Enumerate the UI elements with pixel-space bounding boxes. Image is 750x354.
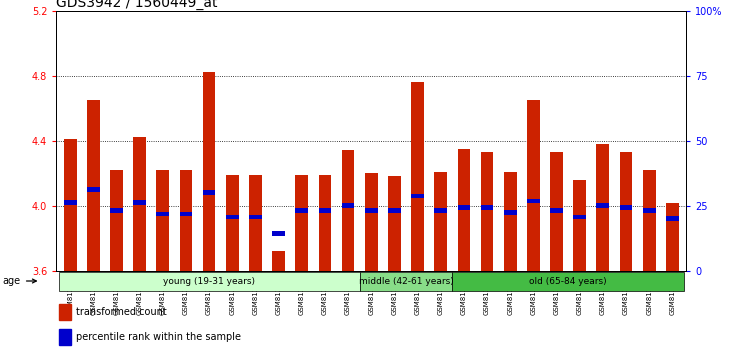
Bar: [388, 177, 400, 271]
Text: transformed count: transformed count: [76, 307, 166, 317]
Bar: [134, 200, 146, 205]
Bar: [573, 215, 586, 219]
Bar: [452, 272, 684, 291]
Bar: [643, 208, 656, 213]
Bar: [87, 100, 100, 271]
Bar: [411, 82, 424, 271]
Bar: [58, 272, 360, 291]
Bar: [319, 208, 332, 213]
Bar: [550, 208, 563, 213]
Bar: [64, 139, 76, 271]
Bar: [272, 251, 285, 271]
Bar: [202, 73, 215, 271]
Bar: [596, 144, 609, 271]
Bar: [157, 212, 170, 216]
Bar: [504, 210, 517, 215]
Bar: [434, 208, 447, 213]
Bar: [365, 208, 377, 213]
Bar: [179, 212, 192, 216]
Bar: [249, 215, 262, 219]
Text: old (65-84 years): old (65-84 years): [530, 276, 607, 286]
Bar: [573, 180, 586, 271]
Bar: [179, 170, 192, 271]
Bar: [64, 200, 76, 205]
Bar: [110, 208, 123, 213]
Bar: [666, 202, 679, 271]
Bar: [504, 172, 517, 271]
Bar: [388, 208, 400, 213]
Text: young (19-31 years): young (19-31 years): [163, 276, 255, 286]
Bar: [319, 175, 332, 271]
Text: age: age: [3, 276, 36, 286]
Bar: [249, 175, 262, 271]
Bar: [59, 304, 70, 320]
Bar: [550, 152, 563, 271]
Bar: [134, 137, 146, 271]
Bar: [202, 190, 215, 195]
Bar: [666, 216, 679, 221]
Text: GDS3942 / 1560449_at: GDS3942 / 1560449_at: [56, 0, 217, 10]
Bar: [458, 149, 470, 271]
Bar: [272, 231, 285, 236]
Text: middle (42-61 years): middle (42-61 years): [358, 276, 453, 286]
Bar: [481, 205, 494, 210]
Bar: [157, 170, 170, 271]
Bar: [620, 205, 632, 210]
Bar: [596, 204, 609, 208]
Bar: [360, 272, 452, 291]
Bar: [342, 150, 355, 271]
Bar: [620, 152, 632, 271]
Bar: [87, 187, 100, 192]
Text: percentile rank within the sample: percentile rank within the sample: [76, 332, 241, 342]
Bar: [226, 215, 238, 219]
Bar: [342, 204, 355, 208]
Bar: [365, 173, 377, 271]
Bar: [527, 199, 540, 203]
Bar: [434, 172, 447, 271]
Bar: [411, 194, 424, 198]
Bar: [59, 329, 70, 345]
Bar: [296, 208, 308, 213]
Bar: [643, 170, 656, 271]
Bar: [481, 152, 494, 271]
Bar: [110, 170, 123, 271]
Bar: [458, 205, 470, 210]
Bar: [296, 175, 308, 271]
Bar: [527, 100, 540, 271]
Bar: [226, 175, 238, 271]
